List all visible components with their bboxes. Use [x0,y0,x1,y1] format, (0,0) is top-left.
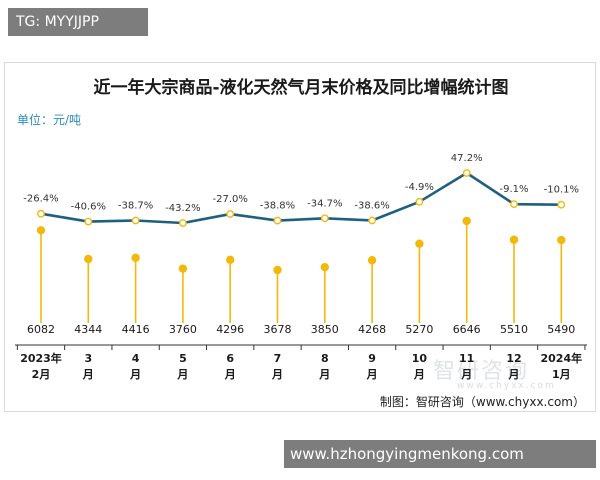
growth-value-label: -40.6% [71,202,106,213]
growth-value-label: -27.0% [213,194,248,205]
x-tick-label-line2: 月 [318,368,330,381]
growth-value-label: -10.1% [544,185,579,196]
price-dot [36,226,46,235]
growth-value-label: -4.9% [405,182,434,193]
price-dot [273,265,282,275]
watermark-logo: 智研咨询 [433,359,530,384]
x-tick-label: 10 [412,352,428,365]
chart-panel: 近一年大宗商品-液化天然气月末价格及同比增幅统计图 单位：元/吨 智研咨询 ww… [4,62,596,412]
chart-title: 近一年大宗商品-液化天然气月末价格及同比增幅统计图 [93,78,509,98]
growth-point [226,210,235,218]
price-value-label: 4344 [74,323,102,336]
x-tick-label-line2: 月 [82,368,94,381]
growth-point [178,219,187,227]
price-value-label: 3850 [311,323,339,336]
price-dot [178,264,188,273]
price-dot [84,254,93,264]
growth-point [557,200,566,209]
x-tick-label: 11 [459,352,474,365]
x-tick-label-line2: 月 [413,368,425,381]
growth-line [40,171,562,225]
x-tick-label: 9 [368,352,376,365]
growth-value-label: -26.4% [23,194,58,205]
chart-credit: 制图：智研咨询（www.chyxx.com） [379,395,585,409]
x-tick-label-line2: 2月 [32,368,51,381]
x-tick-label: 8 [321,352,329,365]
x-tick-label: 3 [84,352,92,365]
watermark-url: www.chyxx.com [457,381,556,391]
growth-value-label: -9.1% [499,184,528,195]
x-tick-label: 2024年 [540,351,582,365]
growth-value-label: -38.6% [354,200,389,211]
growth-value-label: -34.7% [307,198,342,209]
growth-value-label: -38.7% [118,201,153,212]
price-value-label: 6082 [27,323,55,336]
growth-point [273,216,282,225]
price-dot [131,253,140,263]
line-lollipop-chart: 6082 4344 4416 3760 4296 3678 3850 4268 5270 6646… [15,153,587,381]
growth-point [84,217,93,226]
price-dot [509,235,519,244]
x-tick-label: 7 [274,352,282,365]
price-dot [415,239,424,248]
x-tick-label: 6 [226,352,234,365]
price-value-label: 4416 [122,323,150,336]
x-tick-label: 12 [506,352,521,365]
x-tick-label: 2023年 [20,351,62,365]
price-dot [367,256,377,265]
price-value-label: 4296 [216,323,244,336]
price-dot [226,255,235,264]
price-value-label: 5510 [500,323,528,336]
x-tick-label-line2: 月 [129,368,141,381]
price-dot [557,235,566,245]
x-tick-label-line2: 月 [224,368,236,381]
price-value-label: 6646 [453,323,481,336]
growth-point [510,200,518,209]
top-tag: TG: MYYJJPP [8,8,148,36]
growth-value-label: 47.2% [451,153,483,164]
growth-point [37,209,45,218]
growth-point [368,216,376,225]
price-dot [320,262,329,272]
price-value-label: 4268 [358,323,386,336]
bottom-tag: www.hzhongyingmenkong.com [284,440,596,468]
price-value-label: 3760 [169,323,197,336]
price-dot [462,216,471,226]
growth-value-label: -38.8% [260,201,295,212]
x-tick-label-line2: 月 [508,368,520,381]
x-tick-label-line2: 1月 [552,368,571,381]
growth-point [415,197,424,206]
price-value-label: 3678 [264,323,292,336]
growth-point [320,214,329,223]
x-tick-label-line2: 月 [271,368,283,381]
price-value-label: 5270 [405,323,433,336]
x-tick-label: 5 [179,352,187,365]
x-tick-label: 4 [132,352,140,365]
x-tick-label-line2: 月 [366,368,378,381]
growth-point [462,169,471,177]
growth-value-label: -43.2% [165,203,200,214]
x-tick-label-line2: 月 [460,368,472,381]
x-tick-label-line2: 月 [176,368,188,381]
growth-point [131,216,140,225]
price-value-label: 5490 [547,323,575,336]
unit-label: 单位：元/吨 [17,113,82,127]
